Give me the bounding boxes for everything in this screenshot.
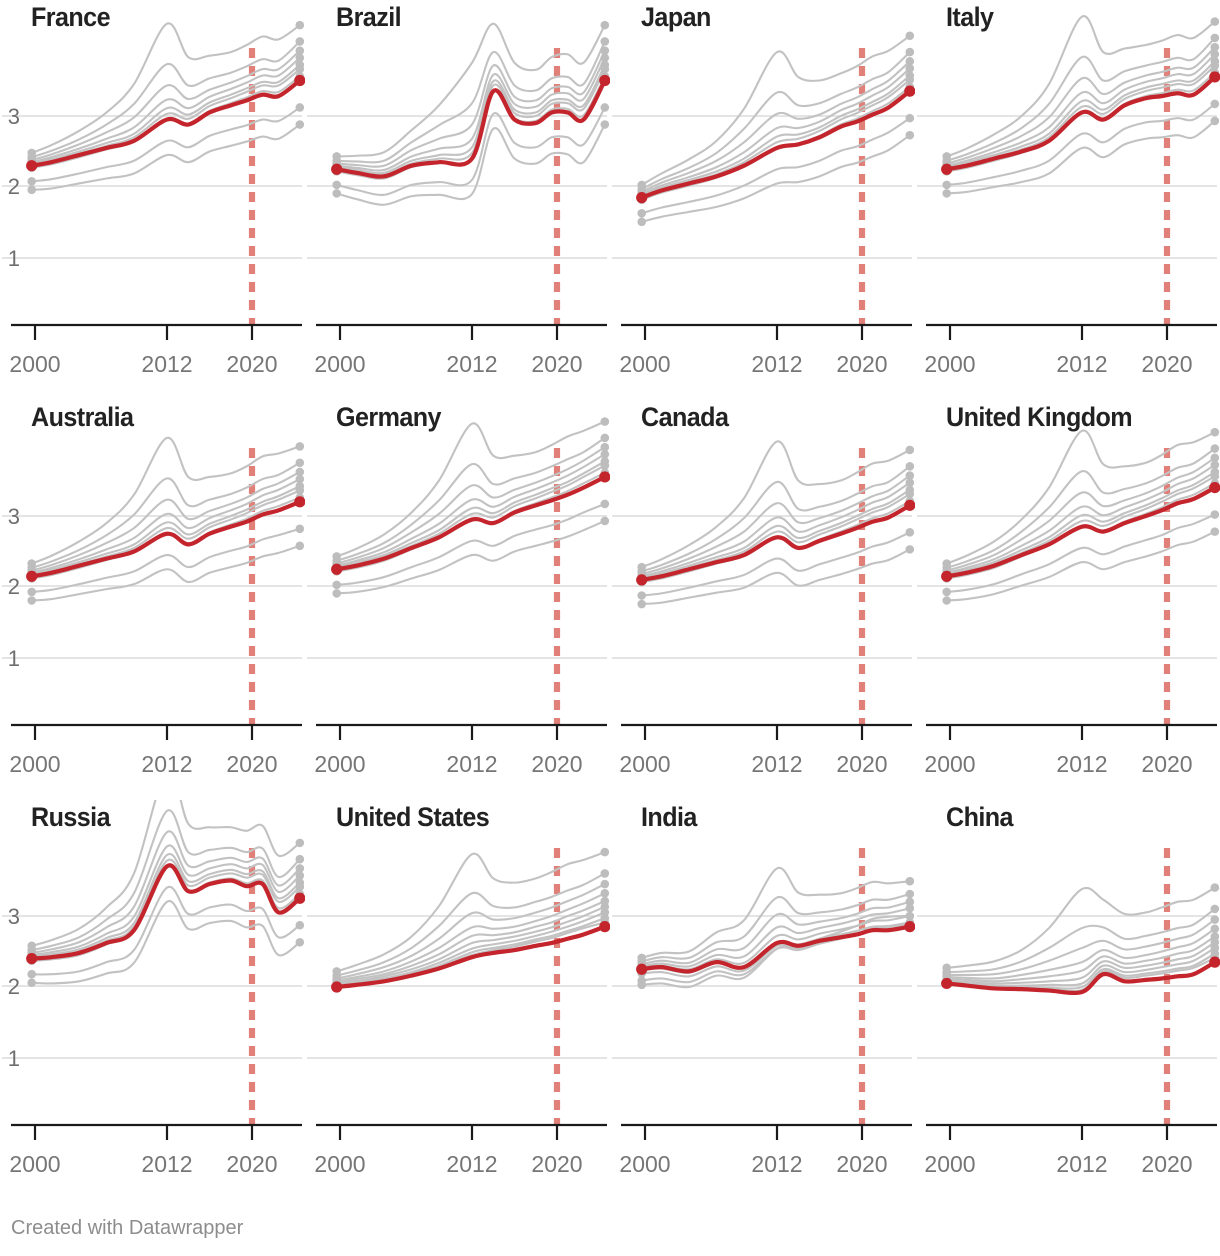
svg-text:2012: 2012 [1056, 751, 1107, 777]
svg-text:2020: 2020 [226, 1151, 277, 1177]
svg-text:2020: 2020 [531, 751, 582, 777]
svg-text:2020: 2020 [836, 1151, 887, 1177]
svg-text:2: 2 [8, 174, 20, 199]
svg-text:2000: 2000 [314, 351, 365, 377]
svg-text:2020: 2020 [836, 751, 887, 777]
svg-text:2012: 2012 [446, 1151, 497, 1177]
svg-text:2020: 2020 [836, 351, 887, 377]
svg-text:2012: 2012 [446, 751, 497, 777]
svg-text:2020: 2020 [1141, 751, 1192, 777]
svg-text:2000: 2000 [314, 751, 365, 777]
svg-text:2020: 2020 [226, 751, 277, 777]
svg-text:2020: 2020 [531, 1151, 582, 1177]
svg-text:2: 2 [8, 974, 20, 999]
svg-text:2000: 2000 [619, 351, 670, 377]
svg-text:2020: 2020 [226, 351, 277, 377]
svg-text:2012: 2012 [141, 1151, 192, 1177]
svg-text:2012: 2012 [141, 751, 192, 777]
svg-text:2012: 2012 [751, 1151, 802, 1177]
svg-text:3: 3 [8, 504, 20, 529]
svg-text:2000: 2000 [619, 751, 670, 777]
svg-text:2020: 2020 [531, 351, 582, 377]
svg-text:2012: 2012 [1056, 351, 1107, 377]
svg-text:2000: 2000 [619, 1151, 670, 1177]
svg-text:2000: 2000 [9, 351, 60, 377]
svg-text:2020: 2020 [1141, 1151, 1192, 1177]
svg-text:2000: 2000 [9, 1151, 60, 1177]
svg-text:1: 1 [8, 246, 20, 271]
svg-text:2012: 2012 [141, 351, 192, 377]
svg-text:2000: 2000 [9, 751, 60, 777]
svg-text:3: 3 [8, 104, 20, 129]
svg-text:2: 2 [8, 574, 20, 599]
svg-text:2000: 2000 [924, 1151, 975, 1177]
svg-text:2020: 2020 [1141, 351, 1192, 377]
svg-text:1: 1 [8, 646, 20, 671]
svg-text:2012: 2012 [751, 751, 802, 777]
svg-text:2012: 2012 [1056, 1151, 1107, 1177]
svg-text:2000: 2000 [924, 751, 975, 777]
svg-text:3: 3 [8, 904, 20, 929]
svg-text:2000: 2000 [314, 1151, 365, 1177]
svg-text:2000: 2000 [924, 351, 975, 377]
svg-text:1: 1 [8, 1046, 20, 1071]
svg-text:2012: 2012 [751, 351, 802, 377]
svg-text:2012: 2012 [446, 351, 497, 377]
